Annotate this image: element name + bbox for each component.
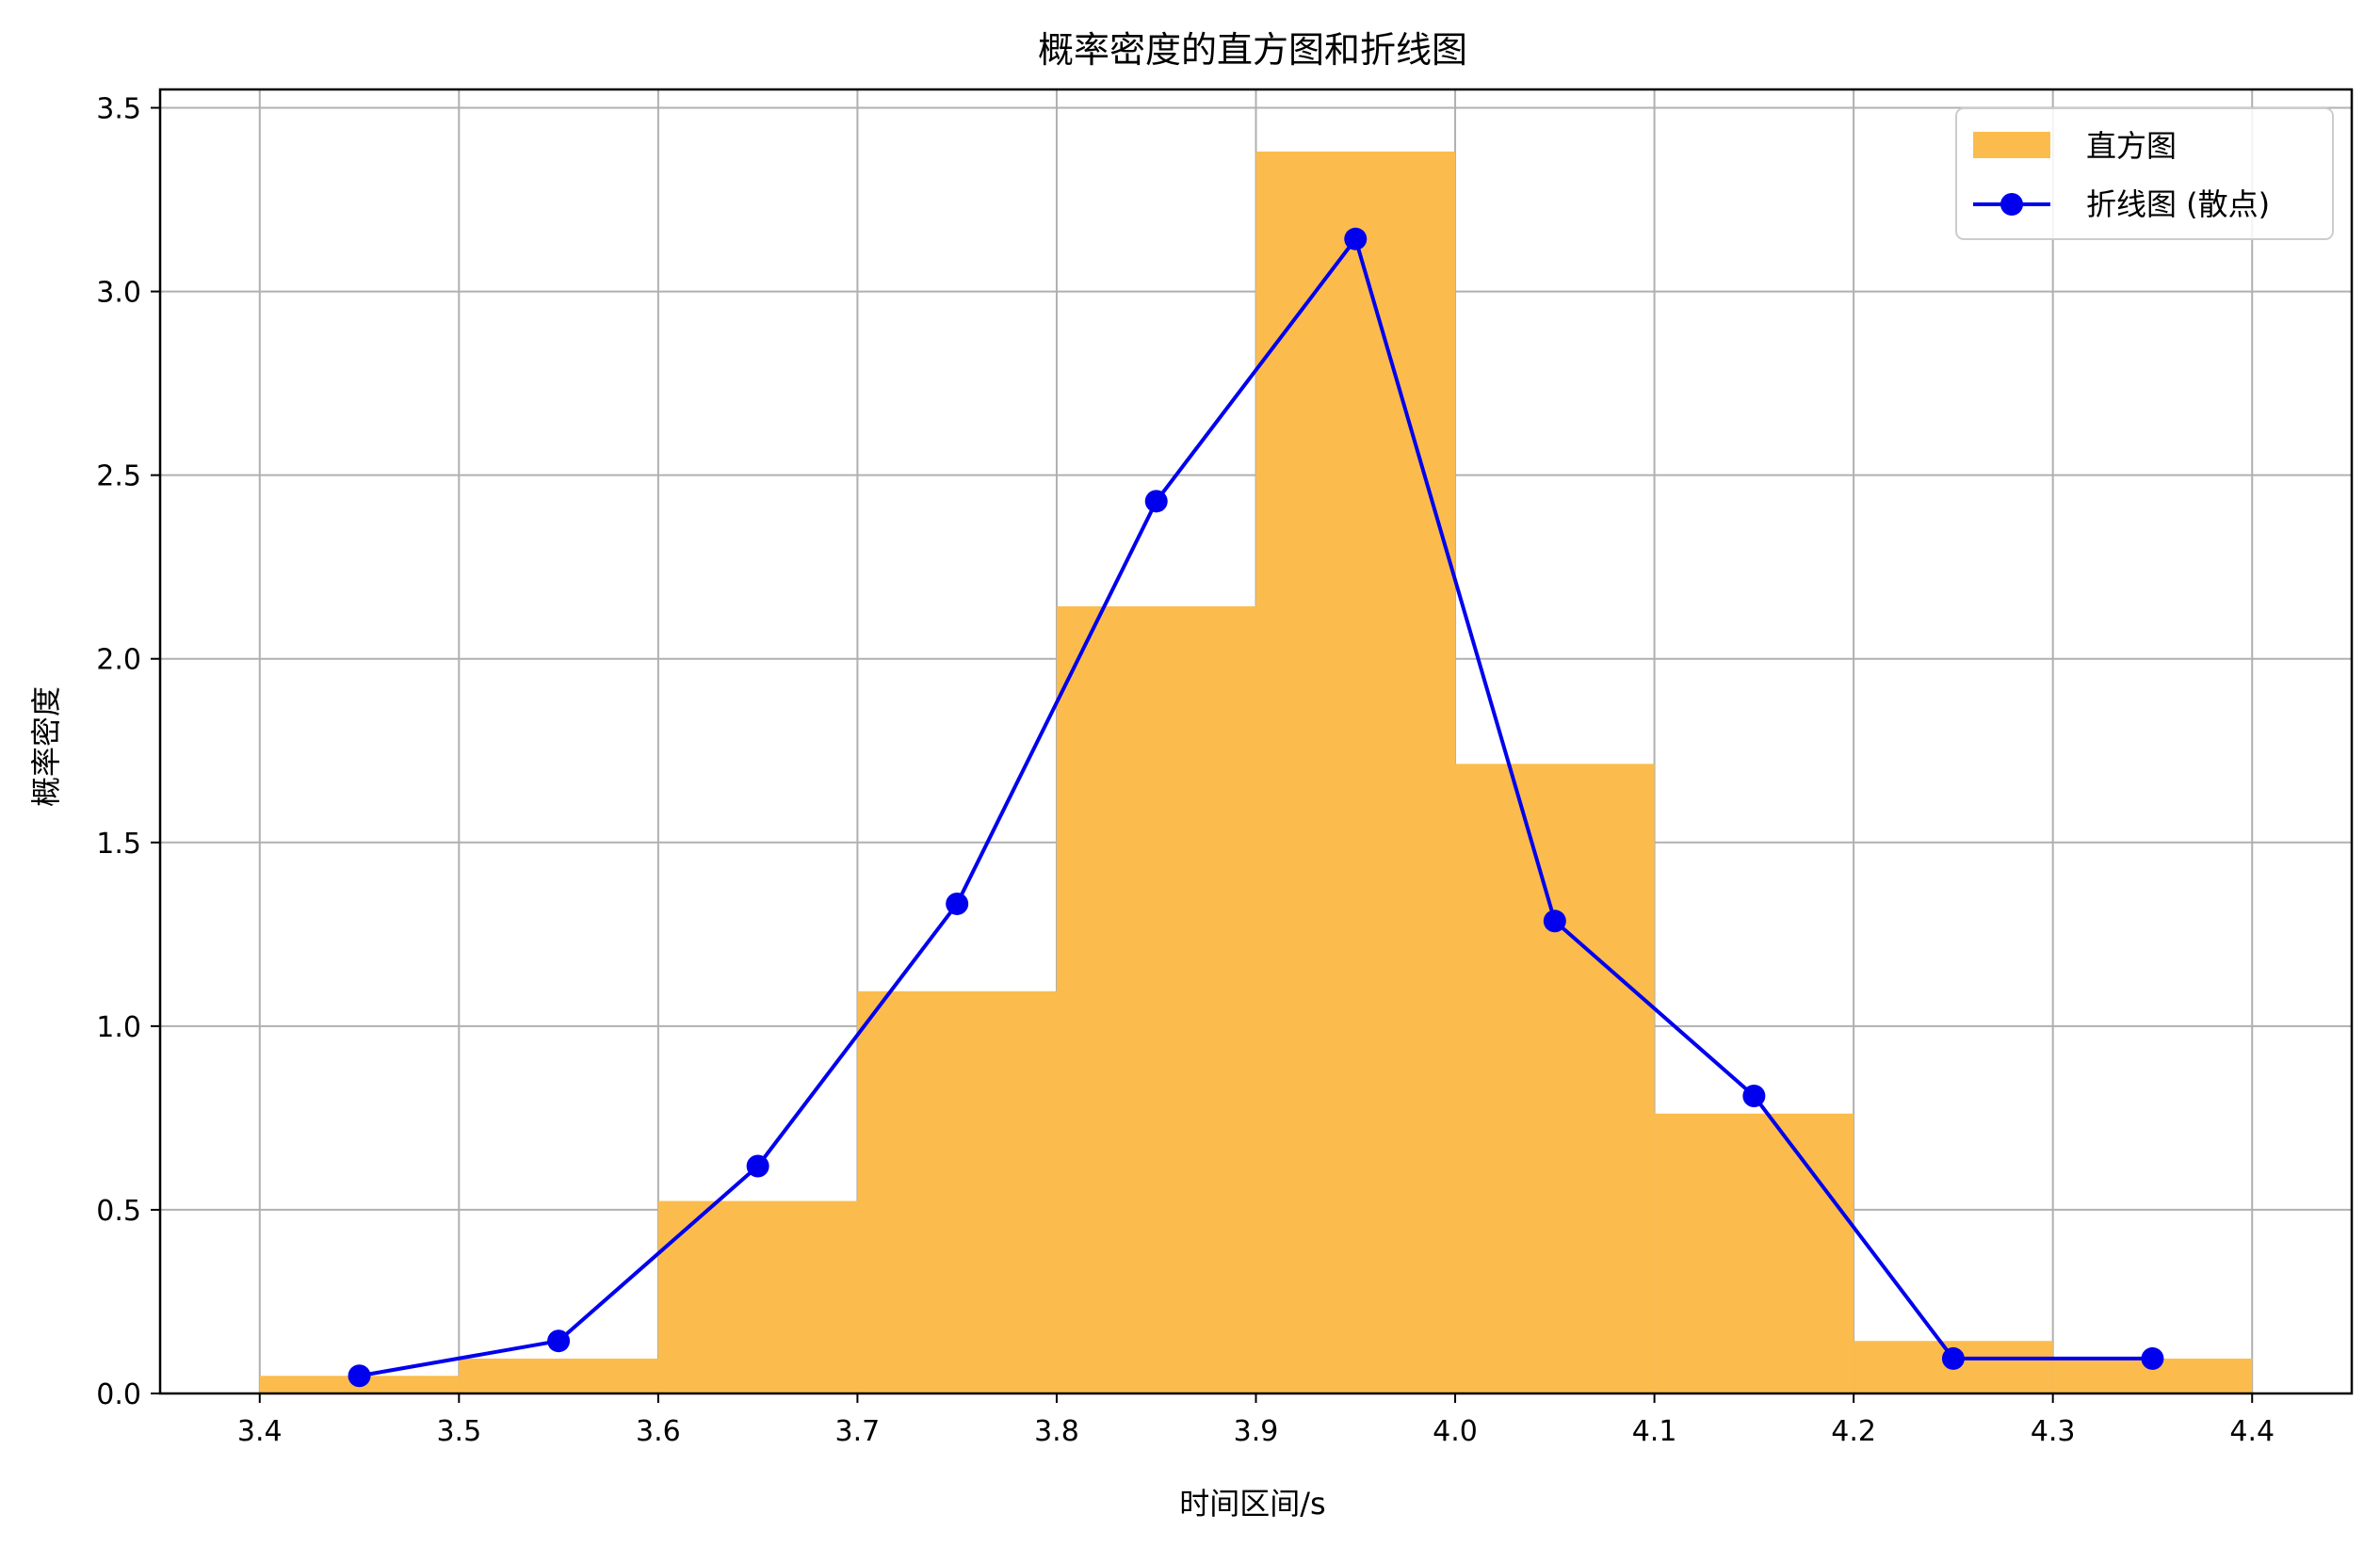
x-tick-label: 3.4: [237, 1415, 283, 1448]
tick-labels: 3.4 3.5 3.6 3.7 3.8 3.9 4.0 4.1 4.2 4.3 4.4 0.0 0.5 1…: [96, 93, 2275, 1448]
histogram-bars: [259, 151, 2253, 1393]
histogram-bar: [1654, 1113, 1854, 1393]
x-axis-label: 时间区间/s: [1179, 1486, 1325, 1522]
line-point: [2141, 1346, 2164, 1370]
legend-line-label: 折线图 (散点): [2086, 186, 2270, 222]
chart-title: 概率密度的直方图和折线图: [1038, 29, 1467, 71]
y-tick-label: 0.0: [96, 1378, 141, 1411]
histogram-bar: [1455, 764, 1655, 1393]
histogram-bar: [459, 1358, 658, 1393]
line-point: [746, 1154, 769, 1178]
line-point: [1941, 1346, 1965, 1370]
x-tick-label: 4.3: [2031, 1415, 2076, 1448]
legend: 直方图 折线图 (散点): [1955, 107, 2334, 240]
line-point: [1344, 227, 1368, 250]
line-series: [348, 227, 2164, 1388]
y-tick-label: 3.0: [96, 277, 141, 310]
line-point: [1543, 910, 1566, 933]
x-tick-label: 3.6: [636, 1415, 681, 1448]
line-point: [348, 1364, 371, 1388]
histogram-bar: [1255, 151, 1456, 1393]
line-point: [1144, 490, 1168, 513]
y-tick-label: 1.5: [96, 828, 141, 861]
x-tick-label: 4.2: [1831, 1415, 1876, 1448]
y-tick-label: 1.0: [96, 1011, 141, 1044]
x-tick-label: 4.1: [1632, 1415, 1677, 1448]
x-tick-label: 4.4: [2229, 1415, 2275, 1448]
y-tick-label: 0.5: [96, 1195, 141, 1228]
line-point: [547, 1329, 571, 1353]
legend-line-marker: [2000, 193, 2023, 216]
legend-histogram-label: 直方图: [2086, 128, 2177, 164]
legend-histogram-swatch: [1973, 132, 2050, 158]
y-tick-label: 2.0: [96, 644, 141, 677]
y-axis-label: 概率密度: [28, 686, 64, 807]
line-point: [946, 892, 969, 915]
line-series-path: [359, 236, 2153, 1378]
y-tick-label: 3.5: [96, 93, 141, 126]
x-tick-label: 3.9: [1234, 1415, 1279, 1448]
y-tick-label: 2.5: [96, 460, 141, 493]
x-tick-label: 3.7: [835, 1415, 881, 1448]
histogram-bar: [1056, 605, 1256, 1393]
histogram-bar: [657, 1200, 858, 1393]
x-tick-label: 3.8: [1034, 1415, 1079, 1448]
histogram-bar: [857, 990, 1057, 1393]
line-point: [1742, 1084, 1766, 1107]
x-tick-label: 4.0: [1433, 1415, 1478, 1448]
x-tick-label: 3.5: [436, 1415, 481, 1448]
